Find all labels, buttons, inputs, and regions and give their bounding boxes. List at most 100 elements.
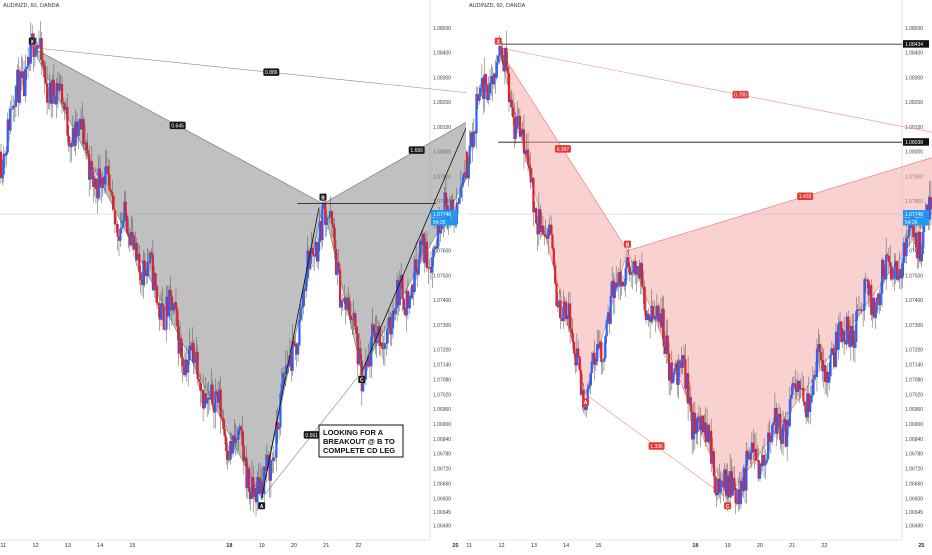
candle-body <box>340 301 342 308</box>
candle-body <box>616 284 618 287</box>
candle-body <box>41 38 43 60</box>
y-tick-label: 1.06660 <box>905 481 923 487</box>
y-tick-label: 1.06490 <box>433 524 451 530</box>
candle-body <box>46 83 48 103</box>
y-tick-label: 1.06960 <box>905 407 923 413</box>
candle-body <box>610 296 612 324</box>
candle-body <box>91 161 93 171</box>
candle-body <box>384 343 386 349</box>
candle-body <box>209 397 211 399</box>
candle-body <box>523 129 525 153</box>
candle-body <box>890 267 892 279</box>
candle-body <box>278 427 280 429</box>
candle-body <box>426 242 428 268</box>
candle-body <box>511 100 513 108</box>
candle-body <box>107 166 109 174</box>
candle-body <box>1 174 3 178</box>
y-tick-label: 1.07080 <box>905 377 923 383</box>
annotation-line: LOOKING FOR A <box>323 428 384 437</box>
candle-body <box>241 431 243 446</box>
candle-body <box>53 80 55 96</box>
candle-body <box>505 48 507 67</box>
candle-body <box>332 224 334 228</box>
countdown-label: 54:26 <box>905 220 918 226</box>
candle-body <box>694 413 696 434</box>
candle-body <box>68 136 70 146</box>
candle-body <box>876 298 878 314</box>
candle-body <box>733 478 735 488</box>
candle-body <box>172 305 174 310</box>
candle-body <box>695 432 697 434</box>
candle-body <box>585 406 587 410</box>
candle-body <box>652 306 654 317</box>
candle-body <box>770 442 772 443</box>
x-tick-label: 22 <box>821 543 827 549</box>
candle-body <box>627 257 629 266</box>
candle-body <box>15 86 17 107</box>
candle-body <box>175 302 177 309</box>
candle-body <box>497 55 499 62</box>
candle-body <box>915 233 917 248</box>
candle-body <box>125 202 127 216</box>
candle-body <box>501 48 503 60</box>
candle-body <box>882 260 884 276</box>
y-tick-label: 1.06840 <box>433 437 451 443</box>
candle-body <box>11 109 13 110</box>
y-tick-label: 1.07200 <box>433 348 451 354</box>
candle-body <box>228 460 230 461</box>
candle-body <box>460 186 462 197</box>
y-tick-label: 1.08300 <box>905 75 923 81</box>
y-tick-label: 1.06780 <box>433 452 451 458</box>
y-tick-label: 1.08400 <box>433 51 451 57</box>
y-tick-label: 1.07600 <box>433 249 451 255</box>
candle-body <box>182 357 184 366</box>
candle-body <box>270 460 272 481</box>
candle-body <box>604 336 606 358</box>
candle-body <box>562 306 564 321</box>
candle-body <box>551 235 553 249</box>
candle-body <box>42 60 44 65</box>
candle-body <box>515 129 517 139</box>
candle-body <box>865 279 867 280</box>
candle-body <box>816 349 818 377</box>
candle-body <box>391 328 393 334</box>
candle-body <box>169 290 171 297</box>
y-tick-label: 1.07140 <box>433 363 451 369</box>
candle-body <box>38 46 40 47</box>
x-tick-label: 18 <box>692 543 698 549</box>
y-tick-label: 1.07300 <box>905 323 923 329</box>
candle-body <box>570 329 572 333</box>
candle-body <box>922 232 924 254</box>
candle-body <box>445 192 447 204</box>
y-tick-label: 1.08100 <box>433 125 451 131</box>
candle-body <box>479 88 481 97</box>
ratio-label: 0.886 <box>265 70 278 76</box>
candle-body <box>117 224 119 237</box>
candle-body <box>489 83 491 94</box>
pattern-point-label: A <box>260 504 264 510</box>
candle-body <box>126 216 128 233</box>
candle-body <box>415 259 417 270</box>
candle-body <box>897 275 899 280</box>
candle-body <box>606 321 608 337</box>
candle-body <box>654 316 656 319</box>
candle-body <box>87 150 89 154</box>
y-tick-label: 1.06660 <box>433 481 451 487</box>
candle-body <box>547 229 549 239</box>
candle-body <box>256 477 258 502</box>
candle-body <box>0 152 2 179</box>
candle-body <box>439 229 441 233</box>
candle-body <box>764 463 766 465</box>
candle-body <box>9 109 11 130</box>
candle-body <box>508 73 510 102</box>
candle-body <box>214 391 216 412</box>
candle-body <box>886 255 888 256</box>
candle-body <box>851 326 853 331</box>
y-tick-label: 1.06545 <box>433 510 451 516</box>
candle-body <box>591 361 593 373</box>
candle-body <box>127 233 129 237</box>
y-tick-label: 1.07200 <box>905 348 923 354</box>
candle-body <box>258 477 260 479</box>
candle-body <box>58 86 60 91</box>
